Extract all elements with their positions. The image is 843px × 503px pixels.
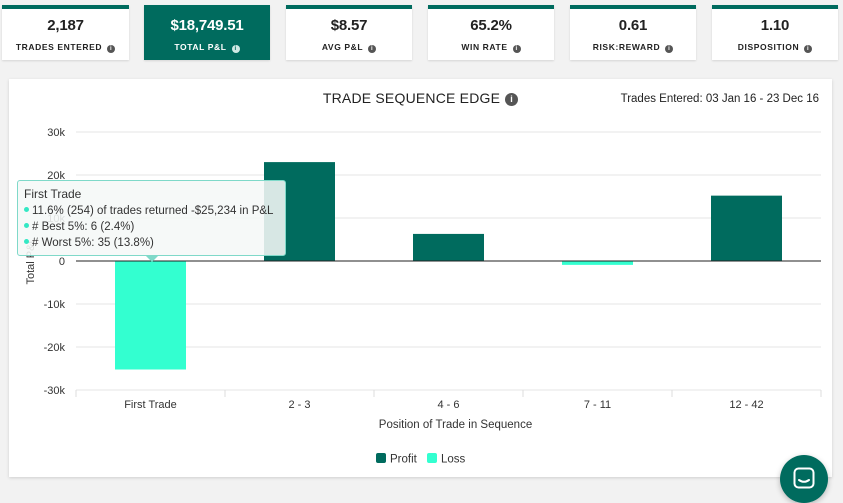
- tooltip-row: 11.6% (254) of trades returned -$25,234 …: [24, 203, 279, 219]
- x-tick-label: 2 - 3: [288, 399, 310, 411]
- tooltip-line: # Best 5%: 6 (2.4%): [32, 221, 135, 233]
- legend-label: Profit: [390, 454, 418, 466]
- bar-4: [711, 195, 782, 261]
- bullet-icon: [24, 223, 29, 228]
- chat-button[interactable]: [780, 455, 828, 503]
- stat-value: $8.57: [330, 17, 368, 34]
- stat-label: DISPOSITION i: [712, 42, 838, 53]
- chart-panel: TRADE SEQUENCE EDGE i Trades Entered: 03 …: [9, 79, 832, 477]
- legend-swatch: [376, 453, 386, 463]
- legend-label: Loss: [441, 454, 466, 466]
- stat-label: AVG P&L i: [286, 42, 412, 53]
- stat-value: 0.61: [618, 17, 648, 34]
- x-tick-label: 7 - 11: [584, 399, 611, 411]
- chart-title-text: TRADE SEQUENCE EDGE: [322, 90, 501, 106]
- info-icon[interactable]: i: [231, 45, 240, 53]
- y-tick-label: 20k: [47, 170, 65, 182]
- stat-label: RISK:REWARD i: [570, 42, 696, 53]
- tooltip-row: # Worst 5%: 35 (13.8%): [24, 235, 279, 251]
- stat-value: 1.10: [760, 17, 790, 34]
- chat-bubble-icon: [793, 467, 815, 489]
- info-icon[interactable]: i: [368, 45, 377, 53]
- info-icon[interactable]: i: [665, 45, 674, 53]
- y-tick-label: -20k: [44, 342, 66, 354]
- info-icon[interactable]: i: [512, 45, 521, 53]
- stats-bar: 2,187 TRADES ENTERED i $18,749.51 TOTAL P…: [0, 0, 843, 61]
- stat-label-text: TOTAL P&L: [174, 42, 227, 52]
- bar-2: [413, 233, 484, 261]
- y-tick-label: -30k: [44, 385, 66, 397]
- date-range: Trades Entered: 03 Jan 16 - 23 Dec 16: [620, 93, 819, 105]
- info-icon[interactable]: i: [107, 45, 116, 53]
- stat-label-text: DISPOSITION: [737, 42, 800, 52]
- stat-label-text: AVG P&L: [321, 42, 364, 52]
- bullet-icon: [24, 239, 29, 244]
- stat-label: TRADES ENTERED i: [2, 42, 129, 53]
- info-icon[interactable]: i: [505, 93, 519, 106]
- stat-card-risk-reward[interactable]: 0.61 RISK:REWARD i: [570, 5, 696, 60]
- stat-label: WIN RATE i: [428, 42, 554, 53]
- stat-label-text: TRADES ENTERED: [15, 42, 103, 52]
- stat-card-disposition[interactable]: 1.10 DISPOSITION i: [712, 5, 838, 60]
- bullet-icon: [24, 207, 29, 212]
- stat-card-total-pl[interactable]: $18,749.51 TOTAL P&L i: [144, 5, 270, 60]
- chart-tooltip: First Trade 11.6% (254) of trades return…: [17, 180, 286, 256]
- y-tick-label: -10k: [44, 299, 66, 311]
- tooltip-line: # Worst 5%: 35 (13.8%): [32, 237, 154, 249]
- stat-card-avg-pl[interactable]: $8.57 AVG P&L i: [286, 5, 412, 60]
- stat-card-trades-entered[interactable]: 2,187 TRADES ENTERED i: [2, 5, 129, 60]
- x-tick-label: 12 - 42: [729, 399, 763, 411]
- bar-3: [562, 261, 633, 265]
- stat-value: 65.2%: [470, 17, 512, 34]
- y-tick-label: 0: [59, 256, 65, 268]
- tooltip-line: 11.6% (254) of trades returned -$25,234 …: [32, 205, 274, 217]
- stat-label-text: RISK:REWARD: [592, 42, 661, 52]
- stat-label: TOTAL P&L i: [144, 42, 270, 53]
- y-tick-label: 30k: [47, 127, 65, 139]
- x-tick-label: First Trade: [124, 399, 177, 411]
- legend-swatch: [427, 453, 437, 463]
- stat-value: $18,749.51: [170, 17, 244, 34]
- x-tick-label: 4 - 6: [437, 399, 459, 411]
- info-icon[interactable]: i: [804, 45, 813, 53]
- x-axis-title: Position of Trade in Sequence: [379, 419, 532, 431]
- stat-card-win-rate[interactable]: 65.2% WIN RATE i: [428, 5, 554, 60]
- bar-0: [115, 261, 186, 370]
- tooltip-arrow: [146, 256, 158, 262]
- tooltip-row: # Best 5%: 6 (2.4%): [24, 219, 279, 235]
- stat-label-text: WIN RATE: [461, 42, 508, 52]
- chart-title: TRADE SEQUENCE EDGE i: [9, 90, 832, 106]
- stat-value: 2,187: [47, 17, 84, 34]
- tooltip-title: First Trade: [24, 187, 82, 201]
